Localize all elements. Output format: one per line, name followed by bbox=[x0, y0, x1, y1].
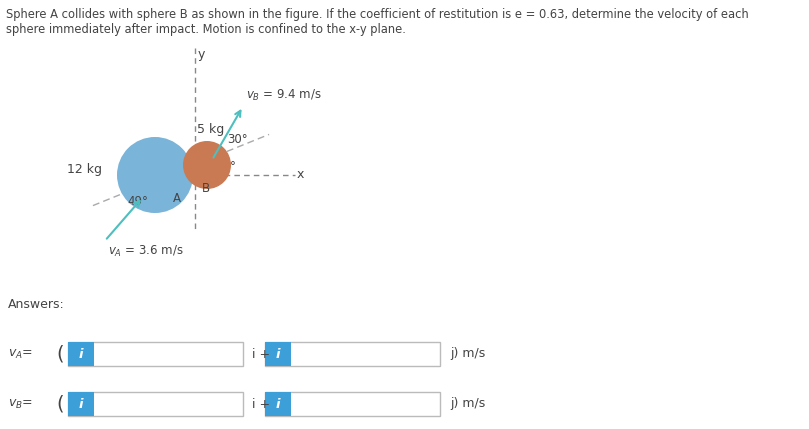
Text: Answers:: Answers: bbox=[8, 298, 65, 311]
Text: j) m/s: j) m/s bbox=[450, 398, 485, 411]
FancyBboxPatch shape bbox=[265, 342, 291, 366]
Text: B: B bbox=[202, 182, 210, 195]
Circle shape bbox=[117, 137, 193, 213]
Text: Sphere A collides with sphere B as shown in the figure. If the coefficient of re: Sphere A collides with sphere B as shown… bbox=[6, 8, 749, 21]
FancyBboxPatch shape bbox=[68, 392, 243, 416]
FancyBboxPatch shape bbox=[68, 342, 243, 366]
Text: sphere immediately after impact. Motion is confined to the x-y plane.: sphere immediately after impact. Motion … bbox=[6, 23, 406, 36]
FancyBboxPatch shape bbox=[265, 392, 440, 416]
Text: i: i bbox=[276, 398, 280, 411]
FancyBboxPatch shape bbox=[265, 342, 440, 366]
Text: $v_B$=: $v_B$= bbox=[8, 397, 33, 411]
Text: j) m/s: j) m/s bbox=[450, 347, 485, 360]
Text: i: i bbox=[78, 398, 83, 411]
Text: 12 kg: 12 kg bbox=[67, 163, 102, 176]
Text: y: y bbox=[198, 48, 205, 61]
Text: 49°: 49° bbox=[127, 195, 148, 208]
Text: (: ( bbox=[56, 344, 63, 363]
Text: A: A bbox=[173, 192, 181, 205]
Text: i +: i + bbox=[252, 347, 270, 360]
Circle shape bbox=[183, 141, 231, 189]
Text: 22°: 22° bbox=[215, 160, 236, 173]
Text: i +: i + bbox=[252, 398, 270, 411]
Text: 30°: 30° bbox=[227, 133, 248, 146]
Text: 5 kg: 5 kg bbox=[197, 123, 224, 136]
Text: (: ( bbox=[56, 395, 63, 414]
FancyBboxPatch shape bbox=[265, 392, 291, 416]
FancyBboxPatch shape bbox=[68, 342, 94, 366]
Text: i: i bbox=[276, 347, 280, 360]
Text: $v_A$=: $v_A$= bbox=[8, 347, 33, 360]
FancyBboxPatch shape bbox=[68, 392, 94, 416]
Text: x: x bbox=[297, 169, 304, 181]
Text: i: i bbox=[78, 347, 83, 360]
Text: $v_B$ = 9.4 m/s: $v_B$ = 9.4 m/s bbox=[246, 88, 322, 103]
Text: $v_A$ = 3.6 m/s: $v_A$ = 3.6 m/s bbox=[108, 244, 184, 259]
